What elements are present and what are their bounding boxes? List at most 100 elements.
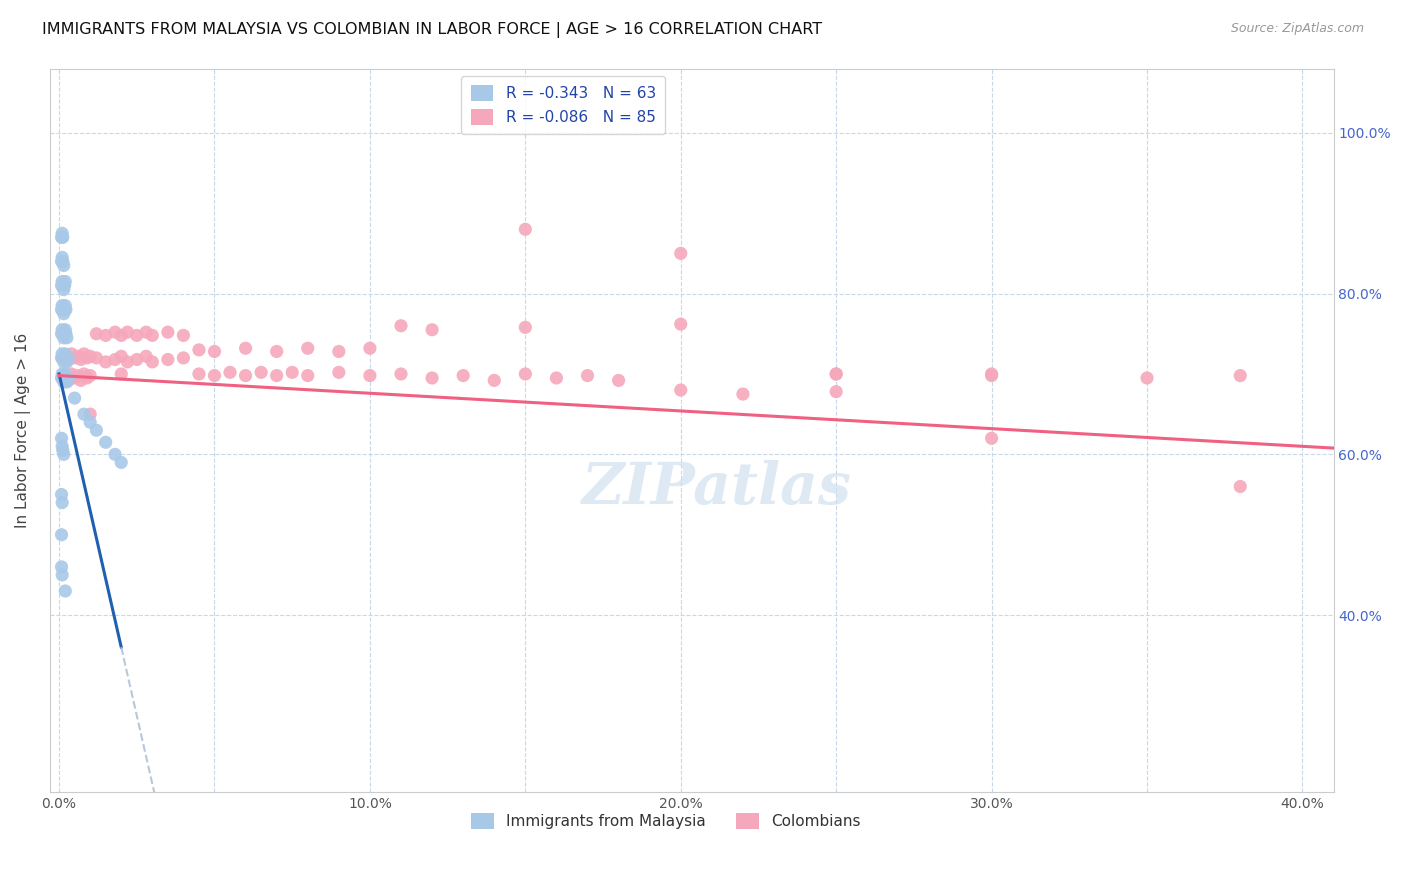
Point xyxy=(52,283,75,297)
Point xyxy=(51,568,73,582)
Point xyxy=(94,328,117,343)
Point xyxy=(515,222,537,236)
Point xyxy=(110,367,132,381)
Point xyxy=(1229,368,1251,383)
Point xyxy=(515,367,537,381)
Point xyxy=(51,351,73,365)
Point xyxy=(60,347,83,361)
Point xyxy=(51,278,73,293)
Point xyxy=(825,367,848,381)
Point xyxy=(328,365,350,379)
Point xyxy=(53,368,76,383)
Point xyxy=(52,259,75,273)
Point xyxy=(104,325,127,339)
Point xyxy=(235,341,257,355)
Point xyxy=(79,407,101,421)
Point xyxy=(66,349,89,363)
Point xyxy=(135,325,157,339)
Point xyxy=(515,320,537,334)
Point xyxy=(52,375,75,389)
Point xyxy=(110,328,132,343)
Point xyxy=(56,355,79,369)
Point xyxy=(79,415,101,429)
Point xyxy=(52,254,75,268)
Point xyxy=(117,325,139,339)
Point xyxy=(56,375,79,389)
Point xyxy=(235,368,257,383)
Point xyxy=(52,307,75,321)
Point xyxy=(51,251,73,265)
Point xyxy=(669,246,692,260)
Y-axis label: In Labor Force | Age > 16: In Labor Force | Age > 16 xyxy=(15,333,31,528)
Point xyxy=(58,371,80,385)
Point xyxy=(51,326,73,341)
Point xyxy=(53,275,76,289)
Point xyxy=(55,326,77,341)
Point xyxy=(297,341,319,355)
Point xyxy=(669,383,692,397)
Point xyxy=(51,299,73,313)
Point xyxy=(141,328,163,343)
Point xyxy=(980,367,1002,381)
Point xyxy=(56,331,79,345)
Point xyxy=(172,351,194,365)
Point xyxy=(188,343,211,357)
Point xyxy=(451,368,474,383)
Point xyxy=(53,367,76,381)
Point xyxy=(94,435,117,450)
Point xyxy=(104,447,127,461)
Point xyxy=(86,423,108,437)
Point xyxy=(980,431,1002,445)
Point xyxy=(1136,371,1159,385)
Point xyxy=(55,302,77,317)
Point xyxy=(156,352,179,367)
Point xyxy=(52,326,75,341)
Point xyxy=(53,323,76,337)
Point xyxy=(51,371,73,385)
Point xyxy=(51,371,73,385)
Point xyxy=(94,355,117,369)
Point xyxy=(79,368,101,383)
Point xyxy=(73,407,96,421)
Point xyxy=(389,367,412,381)
Point xyxy=(359,368,381,383)
Point xyxy=(58,373,80,387)
Point xyxy=(66,368,89,383)
Point xyxy=(51,495,73,509)
Point xyxy=(69,352,91,367)
Point xyxy=(172,328,194,343)
Point xyxy=(980,368,1002,383)
Point xyxy=(58,351,80,365)
Point xyxy=(51,254,73,268)
Point xyxy=(53,347,76,361)
Point xyxy=(73,367,96,381)
Point xyxy=(63,391,86,405)
Text: IMMIGRANTS FROM MALAYSIA VS COLOMBIAN IN LABOR FORCE | AGE > 16 CORRELATION CHAR: IMMIGRANTS FROM MALAYSIA VS COLOMBIAN IN… xyxy=(42,22,823,38)
Point xyxy=(51,527,73,541)
Point xyxy=(53,278,76,293)
Point xyxy=(76,371,98,385)
Point xyxy=(250,365,273,379)
Point xyxy=(52,278,75,293)
Point xyxy=(51,367,73,381)
Point xyxy=(135,349,157,363)
Point xyxy=(389,318,412,333)
Point xyxy=(1229,479,1251,493)
Point xyxy=(420,323,443,337)
Point xyxy=(125,328,148,343)
Point xyxy=(55,351,77,365)
Point xyxy=(52,355,75,369)
Point xyxy=(69,373,91,387)
Point xyxy=(51,487,73,501)
Point xyxy=(117,355,139,369)
Point xyxy=(204,368,226,383)
Point xyxy=(63,351,86,365)
Text: Source: ZipAtlas.com: Source: ZipAtlas.com xyxy=(1230,22,1364,36)
Point xyxy=(52,443,75,458)
Point xyxy=(53,326,76,341)
Point xyxy=(110,349,132,363)
Point xyxy=(204,344,226,359)
Point xyxy=(607,373,630,387)
Point xyxy=(52,230,75,244)
Point xyxy=(51,302,73,317)
